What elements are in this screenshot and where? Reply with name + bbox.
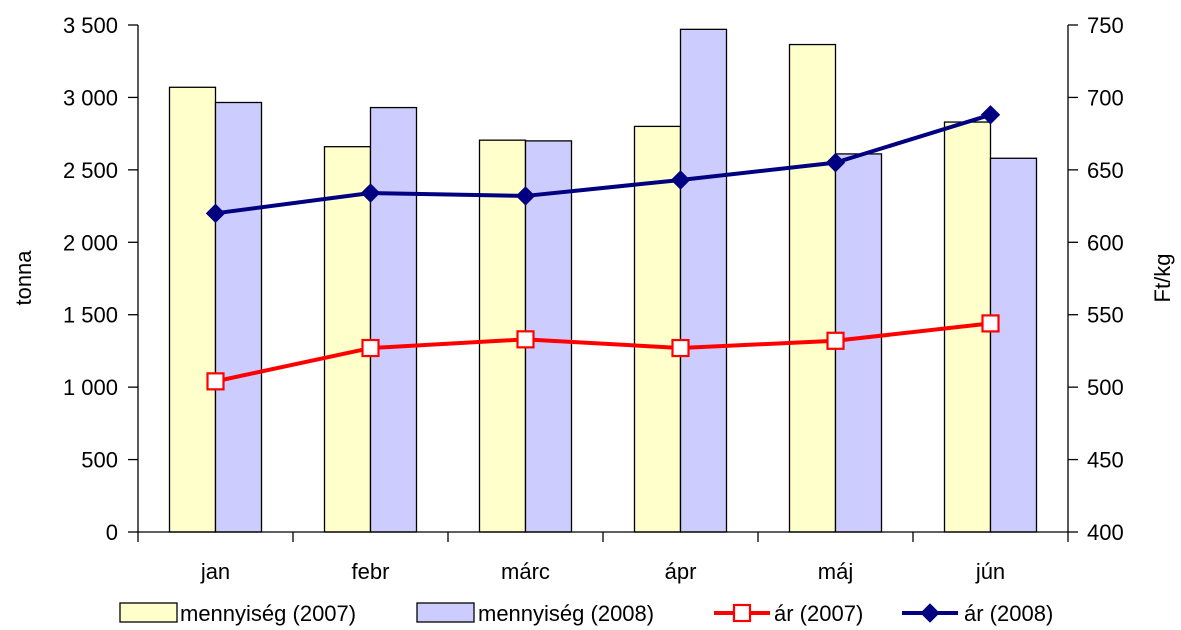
left-tick-label: 500 [81, 448, 118, 473]
point-ar-2007-0 [206, 372, 225, 391]
legend-swatch-mennyiseg-2008 [416, 602, 475, 623]
x-tick-label-3: ápr [665, 559, 697, 584]
x-tick-label-4: máj [818, 559, 853, 584]
point-ar-2007-1 [361, 338, 380, 358]
right-tick-label: 400 [1087, 520, 1124, 545]
legend-label-ar-2007: ár (2007) [774, 601, 863, 626]
left-tick-label: 1 000 [63, 375, 118, 400]
right-tick-label: 750 [1087, 13, 1124, 38]
point-ar-2008-2 [515, 186, 536, 206]
legend: mennyiség (2007) mennyiség (2008) ár (2007… [119, 601, 1053, 626]
bar-2008-3 [679, 28, 728, 533]
line-ar-2007 [215, 321, 991, 384]
left-tick-label: 2 500 [63, 158, 118, 183]
left-tick-label: 2 000 [63, 230, 118, 255]
point-ar-2007-2 [516, 330, 535, 349]
line-ar-2008 [215, 112, 992, 216]
right-axis-title: Ft/kg [1150, 254, 1175, 303]
x-tick-label-1: febr [352, 559, 390, 584]
right-tick-label: 650 [1087, 158, 1124, 183]
legend-label-mennyiseg-2007: mennyiség (2007) [180, 601, 356, 626]
bar-2008-5 [989, 157, 1038, 533]
left-tick-label: 1 500 [63, 303, 118, 328]
legend-swatch-marker-ar-2007 [732, 603, 752, 623]
legend-swatch-marker-ar-2008 [920, 603, 940, 623]
left-tick-label: 3 000 [63, 85, 118, 110]
point-ar-2007-4 [826, 331, 845, 350]
point-ar-2008-0 [205, 203, 226, 224]
axes-layer [128, 24, 1078, 542]
line-layer [205, 105, 1001, 391]
bar-2007-3 [633, 125, 682, 533]
legend-swatch-mennyiseg-2007 [119, 602, 178, 623]
point-ar-2008-5 [980, 105, 1001, 125]
bar-layer [168, 28, 1038, 533]
left-tick-label: 0 [106, 520, 118, 545]
bar-2007-0 [168, 86, 217, 533]
bar-2007-4 [788, 43, 837, 533]
point-ar-2008-1 [360, 183, 381, 203]
x-tick-label-0: jan [200, 559, 230, 584]
point-ar-2008-4 [825, 152, 846, 173]
right-tick-label: 600 [1087, 230, 1124, 255]
legend-label-ar-2008: ár (2008) [964, 601, 1053, 626]
right-tick-label: 500 [1087, 375, 1124, 400]
right-tick-label: 450 [1087, 448, 1124, 473]
labels-layer: 0 500 1 000 1 500 2 000 2 500 3 000 3 500 400 450… [11, 13, 1175, 584]
left-tick-label: 3 500 [63, 13, 118, 38]
x-tick-label-2: márc [501, 559, 550, 584]
legend-label-mennyiseg-2008: mennyiség (2008) [478, 601, 654, 626]
point-ar-2007-5 [981, 314, 1000, 333]
point-ar-2008-3 [670, 170, 691, 190]
x-tick-label-5: jún [975, 559, 1005, 584]
bar-2008-0 [214, 101, 263, 533]
left-axis-title: tonna [11, 250, 36, 306]
right-tick-label: 550 [1087, 303, 1124, 328]
bar-2008-1 [369, 106, 418, 533]
point-ar-2007-3 [671, 338, 690, 358]
right-tick-label: 700 [1087, 85, 1124, 110]
